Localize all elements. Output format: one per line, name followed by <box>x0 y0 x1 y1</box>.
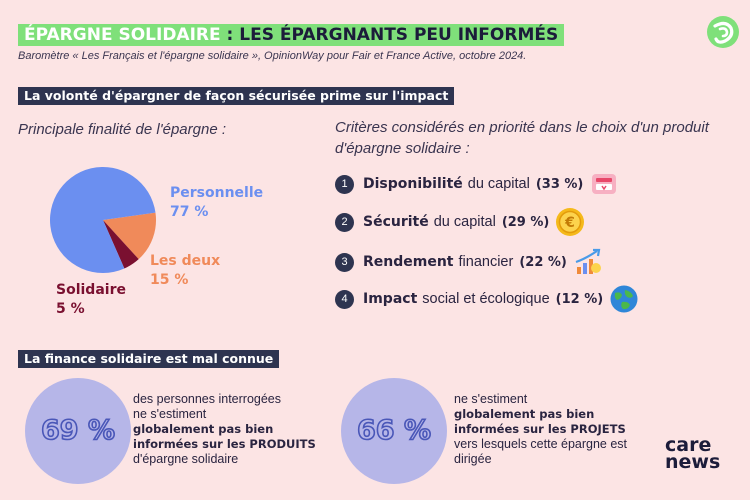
criterion-row: 1 Disponibilité du capital (33 %) <box>335 172 619 196</box>
brand-logo: care news <box>665 434 721 473</box>
criterion-percent: (22 %) <box>519 254 567 270</box>
stat-emphasis: globalement pas bien informées sur les P… <box>454 407 626 436</box>
pie-label-solidaire: Solidaire 5 % <box>56 281 126 319</box>
criterion-rest: du capital <box>433 214 496 230</box>
stat-description-projects: ne s'estiment globalement pas bien infor… <box>454 392 654 467</box>
stat-circle-products: 69 % <box>25 378 131 484</box>
criterion-keyword: Rendement <box>363 254 454 270</box>
brand-line: care <box>665 434 712 456</box>
criterion-rest: du capital <box>467 176 530 192</box>
stat-line: des personnes interrogées <box>133 392 282 406</box>
pie-chart <box>50 167 156 273</box>
growth-chart-icon <box>575 248 601 274</box>
criterion-percent: (33 %) <box>535 176 584 192</box>
criterion-row: 3 Rendement financier (22 %) <box>335 248 603 274</box>
rank-badge: 1 <box>335 174 354 194</box>
euro-coin-icon: € <box>556 208 585 236</box>
page-title: ÉPARGNE SOLIDAIRE : LES ÉPARGNANTS PEU I… <box>18 24 565 46</box>
stat-emphasis: globalement pas bien informées sur les P… <box>133 422 316 451</box>
pie-slice-personnelle <box>50 167 156 273</box>
brand-line: news <box>665 451 721 473</box>
title-accent: ÉPARGNE SOLIDAIRE <box>24 25 221 45</box>
criterion-keyword: Impact <box>363 291 418 307</box>
stat-value: 66 % <box>356 414 432 447</box>
source-subtitle: Baromètre « Les Français et l'épargne so… <box>18 50 527 62</box>
criterion-keyword: Disponibilité <box>363 176 463 192</box>
criterion-rest: social et écologique <box>422 291 550 307</box>
rank-badge: 3 <box>335 252 354 272</box>
globe-icon <box>610 285 638 313</box>
stat-circle-projects: 66 % <box>341 378 447 484</box>
criterion-rest: financier <box>458 254 514 270</box>
stat-value: 69 % <box>40 414 116 447</box>
pie-slice-solidaire <box>103 220 139 269</box>
stat-tail: vers lesquels cette épargne est dirigée <box>454 437 628 466</box>
pie-value-personnelle: 77 % <box>170 204 209 220</box>
rank-badge: 2 <box>335 212 354 232</box>
pie-category-solidaire: Solidaire <box>56 282 126 298</box>
criteria-heading: Critères considérés en priorité dans le … <box>335 119 709 157</box>
criterion-row: 4 Impact social et écologique (12 %) <box>335 285 639 313</box>
criterion-row: 2 Sécurité du capital (29 %) € <box>335 208 585 236</box>
stat-description-products: des personnes interrogées ne s'estiment … <box>133 392 333 467</box>
pie-label-les-deux: Les deux 15 % <box>150 252 220 290</box>
pie-value-les-deux: 15 % <box>150 272 189 288</box>
section-header-priorities: La volonté d'épargner de façon sécurisée… <box>18 87 455 105</box>
pie-heading: Principale finalité de l'épargne : <box>18 121 226 138</box>
piggy-card-icon <box>592 174 617 194</box>
criterion-percent: (12 %) <box>555 291 604 307</box>
section-header-knowledge: La finance solidaire est mal connue <box>18 350 280 368</box>
criterion-keyword: Sécurité <box>363 214 429 230</box>
stat-tail: d'épargne solidaire <box>133 452 239 466</box>
criterion-percent: (29 %) <box>501 214 550 230</box>
carenews-swirl-icon <box>707 16 739 48</box>
rank-badge: 4 <box>335 289 354 309</box>
pie-category-personnelle: Personnelle <box>170 185 264 201</box>
title-rest: : LES ÉPARGNANTS PEU INFORMÉS <box>220 25 559 45</box>
pie-label-personnelle: Personnelle 77 % <box>170 184 263 222</box>
pie-slice-les-deux <box>103 212 156 260</box>
stat-line: ne s'estiment <box>133 407 207 421</box>
svg-text:€: € <box>564 215 575 231</box>
stat-line: ne s'estiment <box>454 392 528 406</box>
pie-category-les-deux: Les deux <box>150 253 221 269</box>
pie-value-solidaire: 5 % <box>56 301 85 317</box>
